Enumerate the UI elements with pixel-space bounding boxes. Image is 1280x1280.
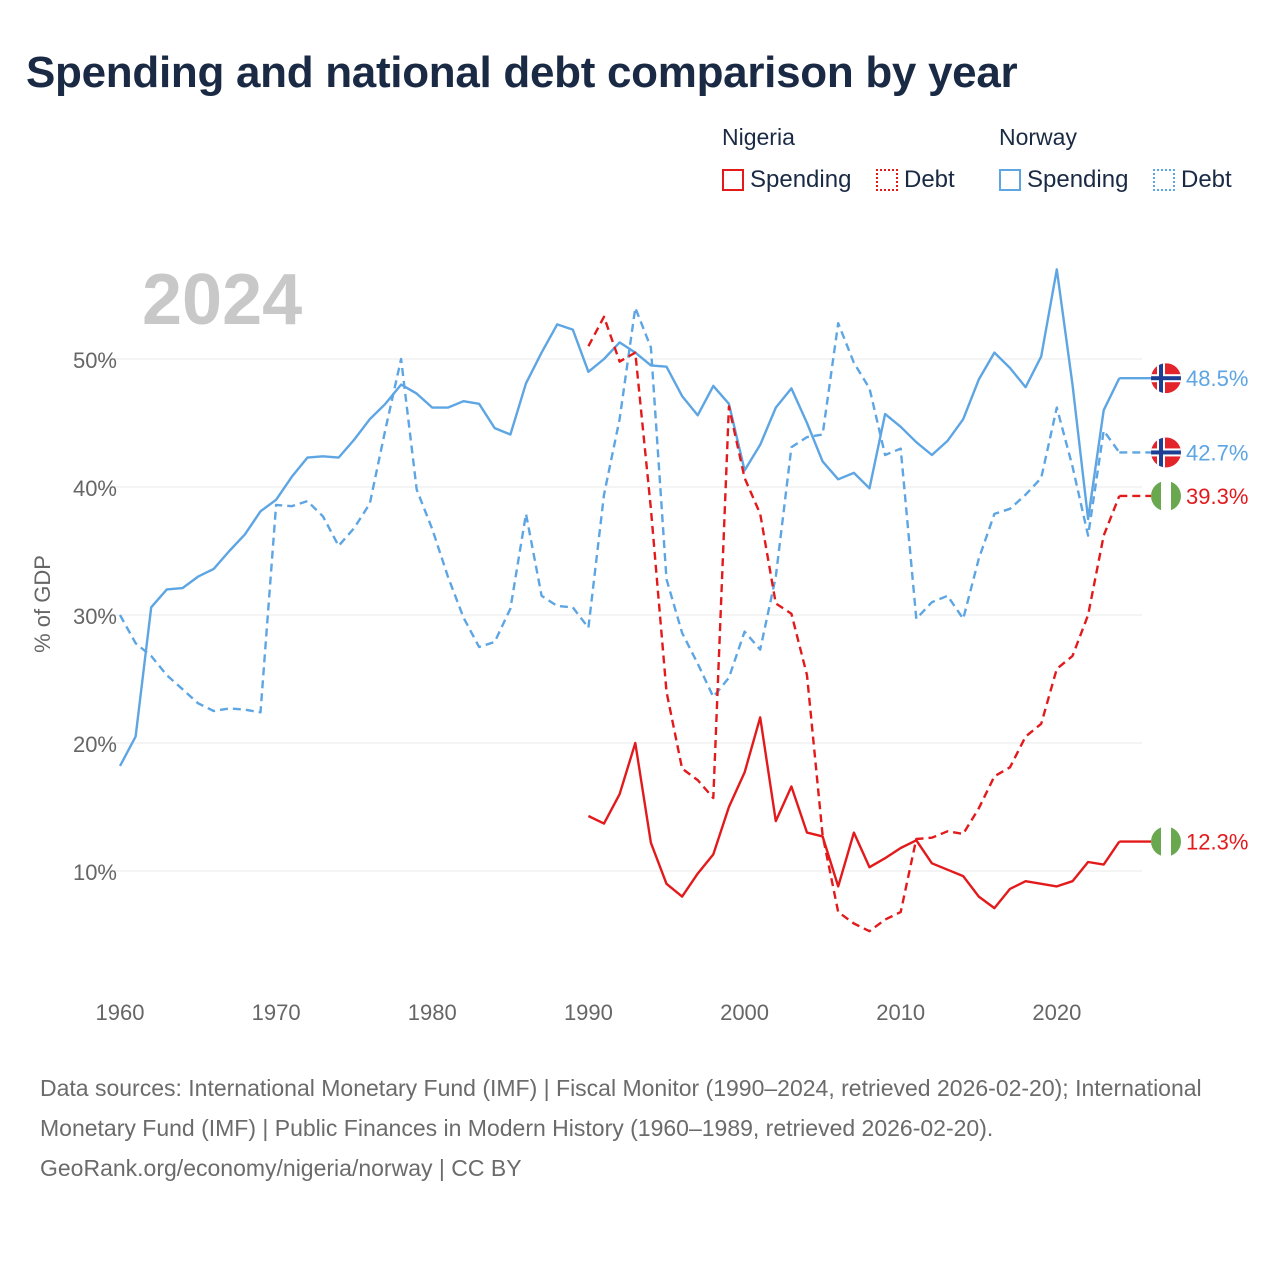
x-tick-label: 1980 <box>408 1000 457 1025</box>
y-tick-label: 40% <box>73 476 117 501</box>
y-axis-label: % of GDP <box>30 555 55 653</box>
page-title: Spending and national debt comparison by… <box>26 48 1018 97</box>
line-chart: 10% 20% 30% 40% 50% 1960 1970 1980 1990 2000 2010 2… <box>30 260 1248 1025</box>
series-end-label: 42.7% <box>1186 440 1248 465</box>
y-tick-label: 10% <box>73 860 117 885</box>
legend-swatch-dotted <box>876 169 898 191</box>
series-end-label: 48.5% <box>1186 366 1248 391</box>
nigeria-flag-icon <box>1151 826 1181 857</box>
series-end-label: 39.3% <box>1186 484 1248 509</box>
legend-label: Debt <box>1181 166 1232 193</box>
series-line-nigeria-debt <box>587 315 1121 933</box>
footer: Data sources: International Monetary Fun… <box>40 1068 1240 1188</box>
y-tick-label: 30% <box>73 604 117 629</box>
legend-label: Spending <box>1027 166 1129 193</box>
legend-item-norway-spending[interactable]: Spending <box>999 166 1128 194</box>
x-tick-label: 1970 <box>252 1000 301 1025</box>
legend-swatch-solid <box>999 169 1021 191</box>
y-tick-label: 50% <box>73 348 117 373</box>
x-tick-label: 1990 <box>564 1000 613 1025</box>
nigeria-flag-icon <box>1151 480 1181 511</box>
x-tick-label: 1960 <box>96 1000 145 1025</box>
series-line-nigeria-spending <box>587 716 1121 910</box>
y-tick-label: 20% <box>73 732 117 757</box>
year-label: 2024 <box>142 260 302 340</box>
series-line-norway-debt <box>118 306 1121 714</box>
norway-flag-icon <box>1151 363 1181 394</box>
legend-group-nigeria: Nigeria <box>722 124 795 150</box>
series-end-label: 12.3% <box>1186 830 1248 855</box>
legend-label: Debt <box>904 166 955 193</box>
legend-label: Spending <box>750 166 852 193</box>
series-line-norway-spending <box>118 268 1121 767</box>
data-sources: Data sources: International Monetary Fun… <box>40 1075 1202 1141</box>
legend-swatch-dotted <box>1153 169 1175 191</box>
legend-item-nigeria-spending[interactable]: Spending <box>722 166 851 194</box>
source-link[interactable]: GeoRank.org/economy/nigeria/norway | CC … <box>40 1155 522 1181</box>
legend-item-norway-debt[interactable]: Debt <box>1153 166 1232 194</box>
legend-swatch-solid <box>722 169 744 191</box>
legend-item-nigeria-debt[interactable]: Debt <box>876 166 955 194</box>
x-tick-label: 2000 <box>720 1000 769 1025</box>
x-tick-label: 2010 <box>876 1000 925 1025</box>
norway-flag-icon <box>1151 437 1181 468</box>
legend-group-norway: Norway <box>999 124 1077 150</box>
x-tick-label: 2020 <box>1032 1000 1081 1025</box>
